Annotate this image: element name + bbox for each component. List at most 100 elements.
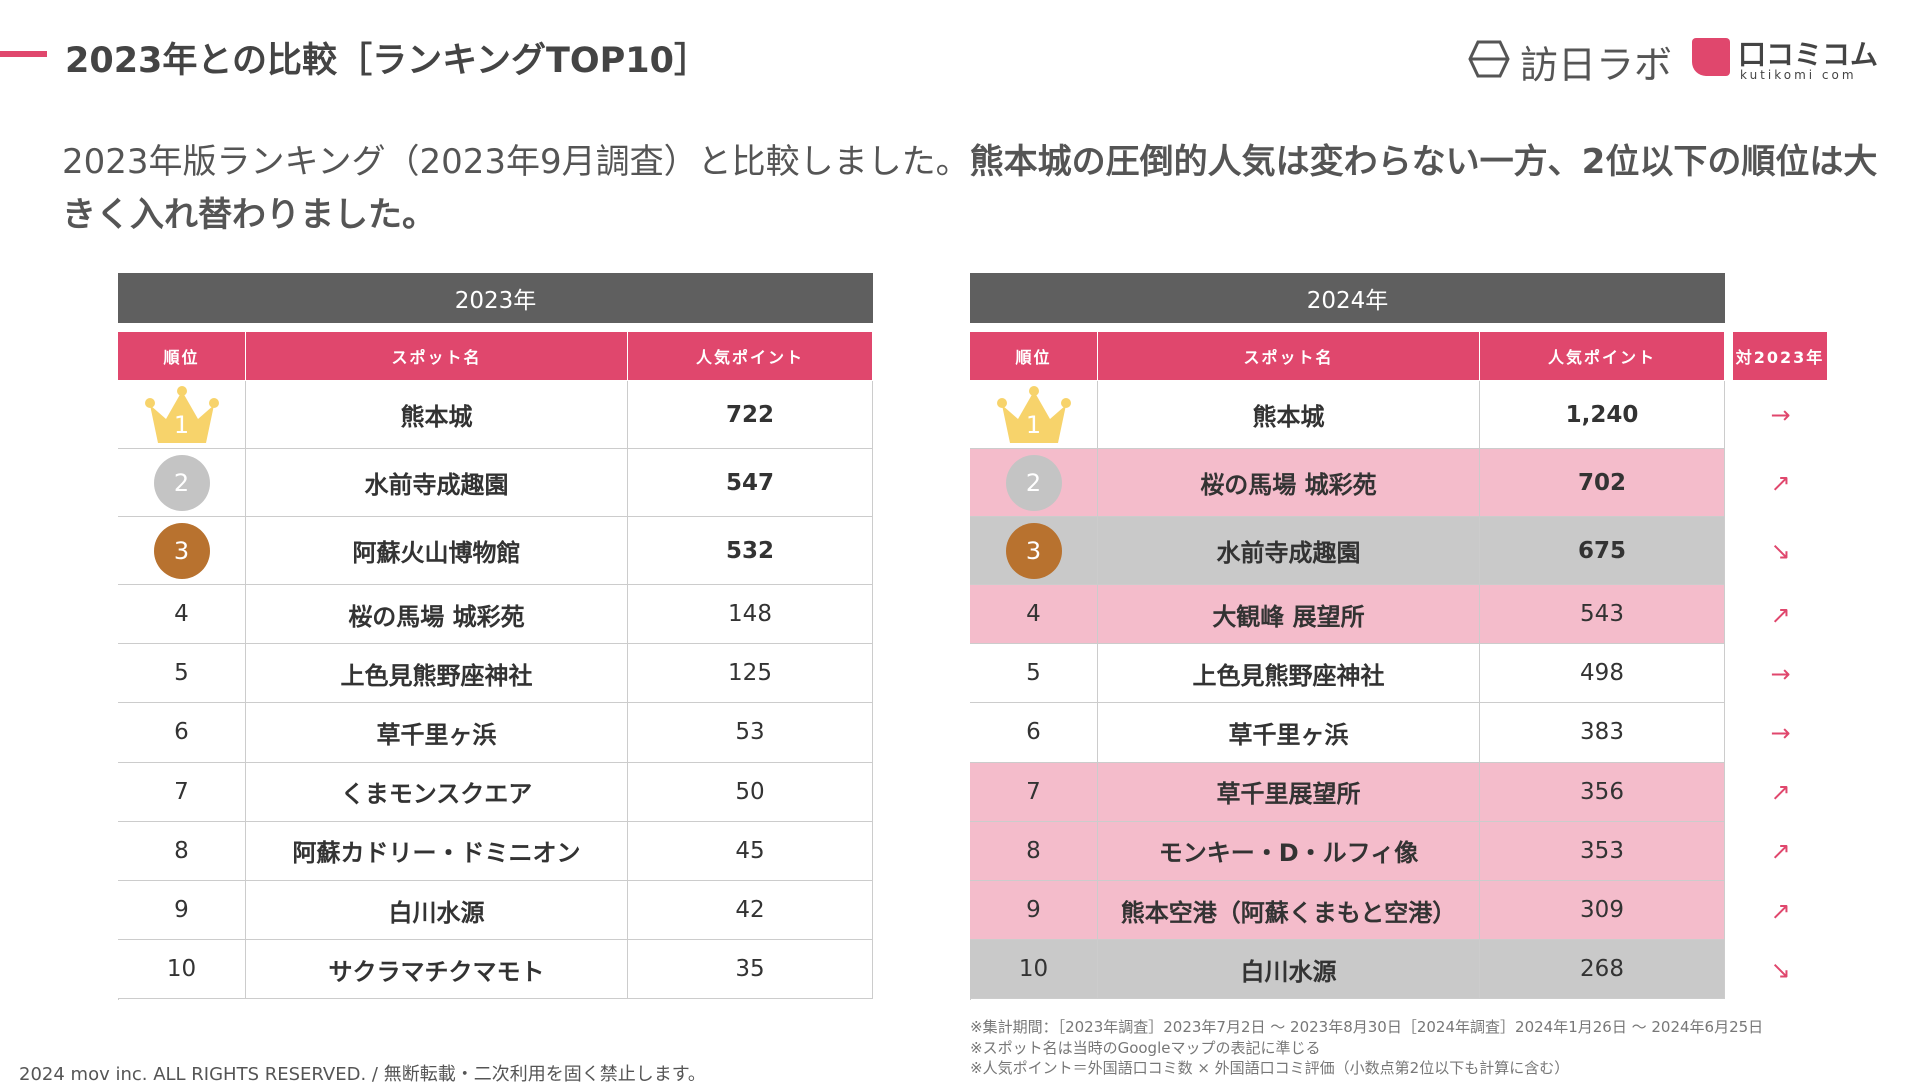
points: 702 <box>1480 449 1725 517</box>
spot-name: 大観峰 展望所 <box>1098 585 1480 645</box>
rank: 7 <box>118 762 246 822</box>
spot-name: 阿蘇カドリー・ドミニオン <box>246 821 628 881</box>
points: 148 <box>628 585 873 645</box>
logo-icon <box>1468 40 1510 78</box>
spot-name: 白川水源 <box>246 881 628 941</box>
points: 498 <box>1480 644 1725 704</box>
rank: 2 <box>1025 468 1042 497</box>
change-arrow: ↗ <box>1770 600 1791 629</box>
spot-name: 草千里ヶ浜 <box>246 703 628 763</box>
points: 53 <box>628 703 873 763</box>
logo2-text: 口コミコム <box>1738 38 1879 71</box>
points: 1,240 <box>1480 381 1725 449</box>
title: 2023年との比較［ランキングTOP10］ <box>65 41 709 81</box>
points: 35 <box>628 940 873 1000</box>
spot-name: 水前寺成趣園 <box>246 449 628 517</box>
points: 547 <box>628 449 873 517</box>
points: 532 <box>628 517 873 585</box>
points: 125 <box>628 644 873 704</box>
points: 383 <box>1480 703 1725 763</box>
points: 543 <box>1480 585 1725 645</box>
change-arrow: ↗ <box>1770 469 1791 497</box>
rank-cell: 2 <box>118 449 246 517</box>
rank: 10 <box>118 940 246 1000</box>
spot-name: 阿蘇火山博物館 <box>246 517 628 585</box>
spot-name: 草千里ヶ浜 <box>1098 703 1480 763</box>
intro-bold: 熊本城の圧倒的人気は変わらない一方、2位以下の順位は大きく入れ替わりました。 <box>62 142 1878 235</box>
spot-name: くまモンスクエア <box>246 762 628 822</box>
change-arrow: → <box>1770 401 1791 429</box>
rank-cell: 1 <box>118 381 246 449</box>
rank-cell: 2 <box>970 449 1098 517</box>
rank-cell: 1 <box>970 381 1098 449</box>
column-header: 順位 <box>118 332 246 381</box>
note: ※集計期間：［2023年調査］2023年7月2日 〜 2023年8月30日［20… <box>970 1018 1764 1036</box>
accent-bar <box>0 51 47 57</box>
rank: 4 <box>970 585 1098 645</box>
logo2-sub: kutikomi com <box>1740 68 1857 82</box>
rank: 6 <box>970 703 1098 763</box>
rank-cell: 3 <box>970 517 1098 585</box>
spot-name: 桜の馬場 城彩苑 <box>1098 449 1480 517</box>
rank: 10 <box>970 940 1098 1000</box>
rank: 5 <box>970 644 1098 704</box>
change-arrow: ↗ <box>1770 778 1791 807</box>
points: 309 <box>1480 881 1725 941</box>
points: 45 <box>628 821 873 881</box>
table-title: 2023年 <box>118 273 873 323</box>
change-arrow: → <box>1770 659 1791 688</box>
rank-cell: 3 <box>118 517 246 585</box>
rank: 4 <box>118 585 246 645</box>
spot-name: 上色見熊野座神社 <box>1098 644 1480 704</box>
crown <box>997 386 1071 443</box>
points: 353 <box>1480 821 1725 881</box>
intro-normal: 2023年版ランキング（2023年9月調査）と比較しました。 <box>62 142 970 182</box>
medal <box>154 455 210 511</box>
rank: 1 <box>173 410 190 439</box>
logo2-icon <box>1692 38 1730 76</box>
rank: 6 <box>118 703 246 763</box>
spot-name: 熊本空港（阿蘇くまもと空港） <box>1098 881 1480 941</box>
spot-name: 熊本城 <box>246 381 628 449</box>
change-arrow: ↗ <box>1770 837 1791 866</box>
medal <box>154 523 210 579</box>
intro: 2023年版ランキング（2023年9月調査）と比較しました。熊本城の圧倒的人気は… <box>62 136 1882 242</box>
logo-text: 訪日ラボ <box>1520 43 1673 87</box>
change-arrow: ↗ <box>1770 896 1791 925</box>
rank: 5 <box>118 644 246 704</box>
change-arrow: ↘ <box>1770 537 1791 565</box>
rank: 3 <box>1025 536 1042 565</box>
table-title: 2024年 <box>970 273 1725 323</box>
points: 675 <box>1480 517 1725 585</box>
spot-name: 桜の馬場 城彩苑 <box>246 585 628 645</box>
medal <box>1006 455 1062 511</box>
rank: 2 <box>173 468 190 497</box>
medal <box>1006 523 1062 579</box>
points: 356 <box>1480 762 1725 822</box>
column-header: スポット名 <box>246 332 628 381</box>
change-arrow: ↘ <box>1770 955 1791 984</box>
column-header: 人気ポイント <box>628 332 873 381</box>
spot-name: サクラマチクマモト <box>246 940 628 1000</box>
spot-name: モンキー・D・ルフィ像 <box>1098 821 1480 881</box>
rank: 9 <box>970 881 1098 941</box>
spot-name: 水前寺成趣園 <box>1098 517 1480 585</box>
points: 268 <box>1480 940 1725 1000</box>
rank: 7 <box>970 762 1098 822</box>
points: 722 <box>628 381 873 449</box>
change-arrow: → <box>1770 718 1791 747</box>
column-header: 順位 <box>970 332 1098 381</box>
spot-name: 熊本城 <box>1098 381 1480 449</box>
rank: 8 <box>118 821 246 881</box>
note: ※スポット名は当時のGoogleマップの表記に準じる <box>970 1038 1321 1057</box>
column-header: 対2023年 <box>1733 332 1828 381</box>
notes: ※集計期間：［2023年調査］2023年7月2日 〜 2023年8月30日［20… <box>970 1017 1763 1079</box>
column-header: スポット名 <box>1098 332 1480 381</box>
note: ※人気ポイント＝外国語口コミ数 × 外国語口コミ評価（小数点第2位以下も計算に含… <box>970 1059 1570 1077</box>
points: 42 <box>628 881 873 941</box>
spot-name: 草千里展望所 <box>1098 762 1480 822</box>
spot-name: 白川水源 <box>1098 940 1480 1000</box>
spot-name: 上色見熊野座神社 <box>246 644 628 704</box>
column-header: 人気ポイント <box>1480 332 1725 381</box>
